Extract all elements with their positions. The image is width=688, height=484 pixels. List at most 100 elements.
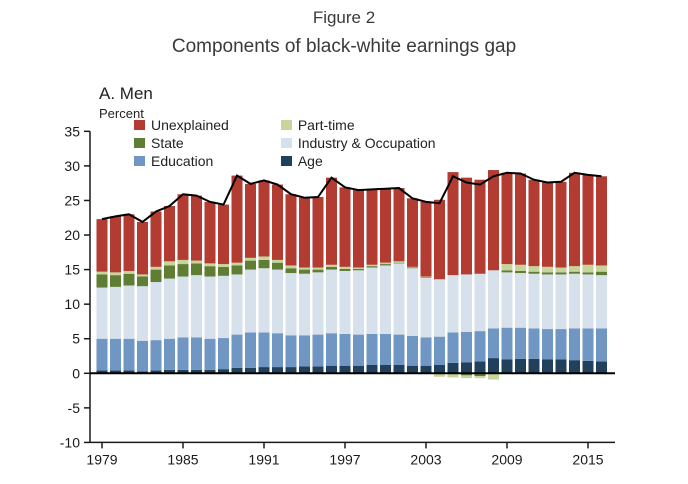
bar-segment-part_time-2003 bbox=[420, 276, 432, 278]
bar-segment-state-1983 bbox=[150, 269, 162, 283]
bar-segment-unexplained-1981 bbox=[123, 214, 135, 271]
bar-segment-unexplained-1993 bbox=[285, 194, 297, 266]
legend-swatch-part_time bbox=[280, 120, 292, 130]
bar-segment-part_time-2010 bbox=[515, 264, 526, 271]
bar-segment-age-1984 bbox=[164, 369, 175, 374]
bar-segment-industry_occupation-1980 bbox=[110, 286, 121, 339]
bar-segment-unexplained-1995 bbox=[312, 197, 324, 268]
bar-segment-part_time-2015 bbox=[582, 264, 594, 273]
bar-segment-age-1997 bbox=[339, 365, 351, 374]
bar-segment-age-1979 bbox=[96, 370, 108, 374]
bar-segment-industry_occupation-1979 bbox=[96, 287, 108, 339]
bar-segment-industry_occupation-1998 bbox=[353, 270, 364, 335]
y-tick-label: 20 bbox=[64, 227, 80, 243]
bar-segment-state-1980 bbox=[110, 275, 121, 287]
bar-segment-unexplained-1991 bbox=[258, 180, 270, 257]
bar-segment-state-1995 bbox=[312, 269, 324, 273]
bar-segment-industry_occupation-1994 bbox=[299, 273, 310, 336]
bar-segment-unexplained-2006 bbox=[461, 177, 472, 275]
bar-segment-state-1996 bbox=[326, 266, 337, 270]
bar-segment-education-2005 bbox=[447, 332, 459, 363]
bar-segment-age-1999 bbox=[366, 365, 378, 374]
bar-segment-age-2012 bbox=[542, 359, 553, 374]
bar-segment-industry_occupation-2010 bbox=[515, 273, 526, 328]
bar-segment-unexplained-1999 bbox=[366, 189, 378, 265]
bar-segment-unexplained-1989 bbox=[231, 175, 243, 263]
bar-segment-part_time-1982 bbox=[137, 274, 148, 277]
x-tick-label: 1997 bbox=[329, 451, 360, 467]
bar-segment-state-2013 bbox=[555, 272, 567, 275]
legend-item-industry_occupation: Industry & Occupation bbox=[280, 135, 436, 151]
bar-segment-education-1994 bbox=[299, 335, 310, 367]
bar-segment-age-1987 bbox=[204, 369, 216, 374]
legend-swatch-industry_occupation bbox=[280, 138, 292, 148]
y-tick-label: 5 bbox=[72, 331, 80, 347]
bar-segment-education-2009 bbox=[501, 327, 513, 360]
bar-segment-part_time-2005 bbox=[447, 373, 459, 378]
bar-segment-state-1987 bbox=[204, 266, 216, 277]
bar-segment-state-1979 bbox=[96, 274, 108, 288]
bar-segment-state-1992 bbox=[272, 262, 283, 270]
bar-segment-industry_occupation-1997 bbox=[339, 270, 351, 334]
bar-segment-education-2015 bbox=[582, 328, 594, 361]
bar-segment-state-1988 bbox=[218, 266, 229, 276]
bar-segment-part_time-2012 bbox=[542, 266, 553, 273]
bar-segment-state-1991 bbox=[258, 259, 270, 269]
legend-label-industry_occupation: Industry & Occupation bbox=[297, 135, 436, 151]
bar-segment-unexplained-1998 bbox=[353, 190, 364, 268]
bar-segment-education-1997 bbox=[339, 333, 351, 366]
bar-segment-industry_occupation-2000 bbox=[380, 265, 391, 334]
bar-segment-industry_occupation-1983 bbox=[150, 282, 162, 341]
bar-segment-state-2012 bbox=[542, 272, 553, 275]
bar-segment-state-2003 bbox=[420, 277, 432, 278]
bar-segment-education-1979 bbox=[96, 338, 108, 371]
bar-segment-part_time-1988 bbox=[218, 264, 229, 267]
bar-segment-industry_occupation-1981 bbox=[123, 285, 135, 339]
bar-segment-industry_occupation-2001 bbox=[393, 263, 405, 335]
bar-segment-age-1995 bbox=[312, 366, 324, 374]
bar-segment-unexplained-2014 bbox=[569, 172, 580, 267]
bar-segment-state-2010 bbox=[515, 270, 526, 274]
figure-label: Figure 2 bbox=[312, 8, 376, 27]
bar-segment-education-1991 bbox=[258, 332, 270, 368]
bar-segment-education-2000 bbox=[380, 333, 391, 366]
bar-segment-education-1988 bbox=[218, 338, 229, 370]
x-tick-label: 2015 bbox=[572, 451, 603, 467]
bar-segment-part_time-2002 bbox=[407, 266, 418, 268]
bar-segment-education-1993 bbox=[285, 335, 297, 368]
legend-item-state: State bbox=[134, 135, 229, 151]
bar-segment-age-2006 bbox=[461, 362, 472, 374]
bar-segment-part_time-1994 bbox=[299, 267, 310, 270]
bar-segment-state-1986 bbox=[191, 263, 202, 276]
bar-segment-industry_occupation-1993 bbox=[285, 273, 297, 336]
bar-segment-age-1985 bbox=[177, 369, 189, 374]
bar-segment-part_time-1985 bbox=[177, 259, 189, 265]
bar-segment-education-1995 bbox=[312, 334, 324, 367]
bar-segment-industry_occupation-2005 bbox=[447, 275, 459, 333]
bar-segment-unexplained-2000 bbox=[380, 188, 391, 263]
figure-title: Components of black-white earnings gap bbox=[171, 36, 517, 57]
bar-segment-part_time-1991 bbox=[258, 256, 270, 260]
bar-segment-unexplained-2002 bbox=[407, 198, 418, 267]
bar-segment-age-1989 bbox=[231, 367, 243, 374]
bar-segment-industry_occupation-1996 bbox=[326, 269, 337, 334]
bar-segment-age-1996 bbox=[326, 365, 337, 374]
bar-segment-part_time-1979 bbox=[96, 271, 108, 275]
bar-segment-unexplained-2008 bbox=[488, 170, 499, 271]
bar-segment-part_time-2011 bbox=[528, 266, 540, 272]
bar-segment-part_time-1997 bbox=[339, 266, 351, 269]
bar-segment-industry_occupation-1995 bbox=[312, 272, 324, 335]
bar-segment-part_time-2000 bbox=[380, 262, 391, 265]
bar-segment-industry_occupation-2007 bbox=[474, 273, 486, 332]
y-tick-label: -10 bbox=[60, 434, 80, 450]
bar-segment-education-2008 bbox=[488, 328, 499, 359]
y-tick-label: 15 bbox=[64, 262, 80, 278]
bar-segment-state-1985 bbox=[177, 264, 189, 277]
y-tick-label: 30 bbox=[64, 158, 80, 174]
bar-segment-age-2002 bbox=[407, 365, 418, 374]
bar-segment-age-2007 bbox=[474, 361, 486, 374]
bar-segment-age-1998 bbox=[353, 365, 364, 374]
bar-segment-part_time-1995 bbox=[312, 267, 324, 270]
bar-segment-part_time-2001 bbox=[393, 261, 405, 263]
